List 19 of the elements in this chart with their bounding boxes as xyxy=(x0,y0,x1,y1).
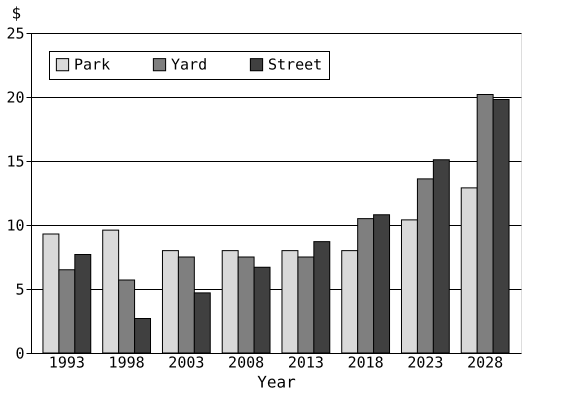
y-tick-label: 10 xyxy=(6,216,24,234)
x-tick-label: 2013 xyxy=(288,354,324,372)
x-tick-label: 2028 xyxy=(467,354,504,372)
y-tick-label: 15 xyxy=(6,152,24,170)
y-axis-title: $ xyxy=(12,4,22,22)
y-tick-label: 20 xyxy=(6,88,24,106)
x-tick-label: 2008 xyxy=(228,354,264,372)
legend-label: Park xyxy=(74,56,110,74)
x-tick-label: 2023 xyxy=(407,354,444,372)
x-axis-title: Year xyxy=(257,372,296,392)
x-tick-label: 2003 xyxy=(168,354,204,372)
legend-label: Street xyxy=(268,56,322,74)
y-tick-label: 0 xyxy=(15,344,24,362)
x-tick-label: 1993 xyxy=(48,354,85,372)
y-tick-label: 5 xyxy=(15,280,24,298)
y-tick-label: 25 xyxy=(6,24,24,42)
legend-label: Yard xyxy=(171,56,208,74)
x-tick-label: 2018 xyxy=(348,354,384,372)
x-tick-label: 1998 xyxy=(108,354,145,372)
